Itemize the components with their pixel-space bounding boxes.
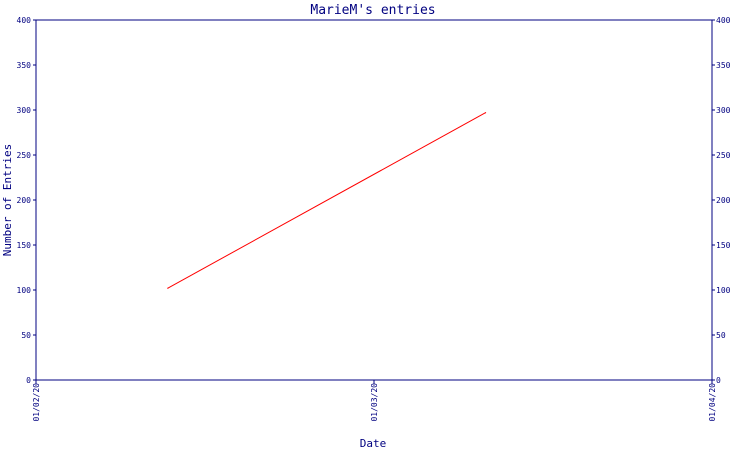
x-axis-label: Date	[360, 437, 387, 450]
y-tick-label-left: 50	[21, 331, 31, 340]
y-tick-label-right: 400	[716, 16, 731, 25]
left-y-axis: 0 50 100 150 200 250 300 350 400	[17, 16, 36, 385]
y-tick-label-left: 200	[17, 196, 32, 205]
x-tick-label: 01/04/20	[708, 383, 717, 422]
chart-title: MarieM's entries	[310, 3, 435, 18]
plot-frame	[35, 19, 713, 381]
y-tick-label-right: 150	[716, 241, 731, 250]
data-point	[167, 287, 169, 289]
y-tick-label-right: 350	[716, 61, 731, 70]
y-tick-label-left: 100	[17, 286, 32, 295]
y-tick-label-left: 400	[17, 16, 32, 25]
series-line	[167, 112, 486, 289]
y-tick-label-left: 250	[17, 151, 32, 160]
y-tick-label-right: 50	[716, 331, 726, 340]
y-tick-label-right: 0	[716, 376, 721, 385]
x-tick-label: 01/03/20	[370, 383, 379, 422]
x-tick-label: 01/02/20	[32, 383, 41, 422]
y-tick-label-left: 0	[26, 376, 31, 385]
y-tick-label-right: 100	[716, 286, 731, 295]
y-tick-label-right: 200	[716, 196, 731, 205]
y-tick-label-left: 150	[17, 241, 32, 250]
y-axis-label: Number of Entries	[1, 144, 14, 257]
y-tick-label-left: 350	[17, 61, 32, 70]
right-y-axis: 0 50 100 150 200 250 300 350 400	[712, 16, 731, 385]
y-tick-label-right: 300	[716, 106, 731, 115]
data-point	[484, 112, 487, 114]
y-tick-label-left: 300	[17, 106, 32, 115]
x-axis: 01/02/20 01/03/20 01/04/20	[32, 380, 717, 422]
series-layer	[167, 112, 487, 289]
y-tick-label-right: 250	[716, 151, 731, 160]
